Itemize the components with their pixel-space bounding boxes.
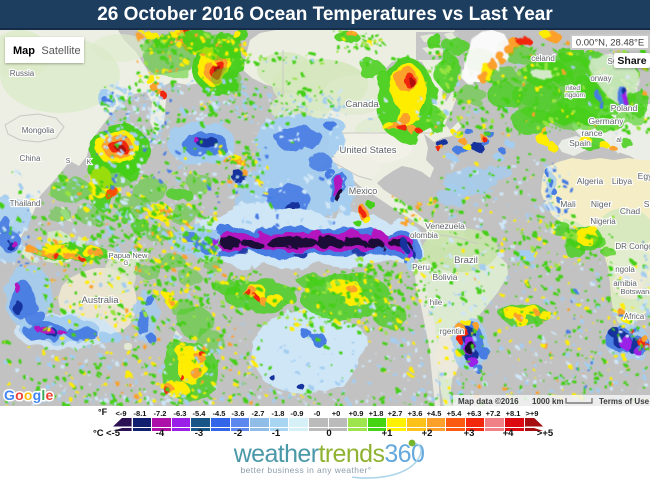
svg-text:Mexico: Mexico: [349, 186, 378, 196]
svg-text:Russia: Russia: [10, 69, 35, 78]
svg-text:Terms of Use: Terms of Use: [599, 397, 650, 406]
svg-text:Canada: Canada: [345, 99, 379, 110]
svg-text:Poland: Poland: [611, 103, 638, 113]
svg-text:Peru: Peru: [412, 262, 430, 272]
svg-text:rgentin: rgentin: [440, 327, 464, 336]
svg-text:nited: nited: [566, 85, 580, 92]
svg-text:G: G: [123, 260, 128, 267]
svg-text:Share: Share: [617, 55, 646, 67]
svg-text:Australia: Australia: [82, 295, 120, 306]
svg-text:Mali: Mali: [560, 199, 576, 209]
svg-text:celand: celand: [531, 54, 555, 63]
svg-text:Chad: Chad: [620, 206, 641, 216]
svg-text:Niger: Niger: [591, 199, 611, 209]
svg-text:Nigeria: Nigeria: [590, 217, 616, 226]
svg-text:hile: hile: [430, 298, 443, 307]
svg-text:Libya: Libya: [612, 176, 633, 186]
svg-text:0.00°N, 28.48°E: 0.00°N, 28.48°E: [576, 38, 644, 49]
svg-text:Su: Su: [644, 199, 650, 209]
svg-text:Satellite: Satellite: [41, 45, 80, 57]
svg-text:Map: Map: [13, 45, 35, 57]
svg-text:Botswana: Botswana: [621, 287, 650, 296]
svg-text:Bolivia: Bolivia: [432, 272, 457, 282]
svg-text:Algeria: Algeria: [577, 176, 604, 186]
svg-text:Mongolia: Mongolia: [22, 126, 55, 135]
svg-text:Egy: Egy: [638, 171, 650, 181]
svg-text:Germany: Germany: [589, 116, 625, 126]
svg-text:Google: Google: [4, 387, 53, 403]
svg-text:Brazil: Brazil: [454, 255, 478, 266]
svg-text:Venezuela: Venezuela: [425, 221, 465, 231]
svg-text:orway: orway: [590, 74, 611, 83]
svg-text:Africa: Africa: [624, 312, 645, 321]
svg-text:DR Congo: DR Congo: [615, 242, 650, 251]
svg-text:K: K: [87, 159, 92, 166]
svg-text:China: China: [20, 154, 41, 163]
svg-text:United States: United States: [339, 145, 396, 156]
svg-text:Papua New: Papua New: [109, 251, 148, 260]
svg-text:ngdom: ngdom: [565, 92, 585, 99]
svg-text:Map data ©2016: Map data ©2016: [458, 397, 519, 406]
svg-text:Thailand: Thailand: [10, 199, 41, 208]
svg-text:S: S: [66, 158, 71, 165]
svg-text:ngola: ngola: [615, 265, 635, 274]
svg-text:olombia: olombia: [410, 231, 439, 240]
svg-text:rance: rance: [581, 128, 603, 138]
svg-text:Spain: Spain: [569, 138, 591, 148]
svg-text:al: al: [616, 137, 622, 144]
svg-text:1000 km: 1000 km: [532, 397, 564, 406]
